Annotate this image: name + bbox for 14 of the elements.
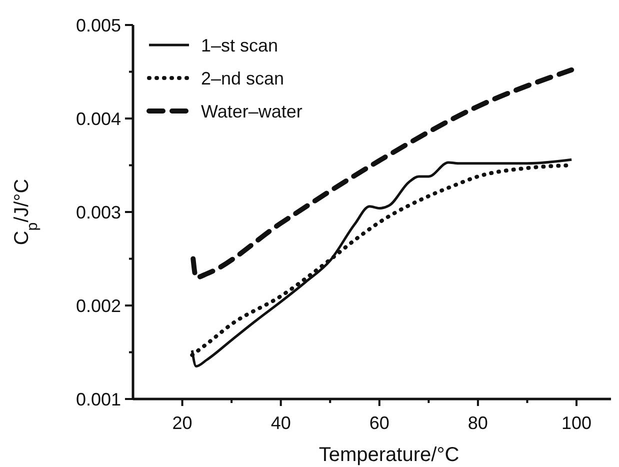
legend-label: 1–st scan bbox=[201, 35, 278, 56]
y-tick-label: 0.002 bbox=[76, 296, 121, 316]
legend-label: 2–nd scan bbox=[201, 68, 284, 88]
y-tick-label: 0.005 bbox=[76, 15, 121, 36]
y-tick-label: 0.003 bbox=[76, 202, 121, 222]
legend-label: Water–water bbox=[201, 101, 302, 122]
y-tick-label: 0.004 bbox=[76, 108, 121, 129]
x-tick-label: 60 bbox=[369, 413, 390, 433]
x-tick-label: 40 bbox=[270, 413, 291, 433]
y-tick-label: 0.001 bbox=[76, 389, 121, 410]
x-axis-title: Temperature/°C bbox=[318, 444, 460, 466]
x-tick-label: 100 bbox=[561, 413, 592, 433]
x-tick-label: 20 bbox=[172, 413, 192, 433]
x-tick-label: 80 bbox=[468, 413, 488, 433]
